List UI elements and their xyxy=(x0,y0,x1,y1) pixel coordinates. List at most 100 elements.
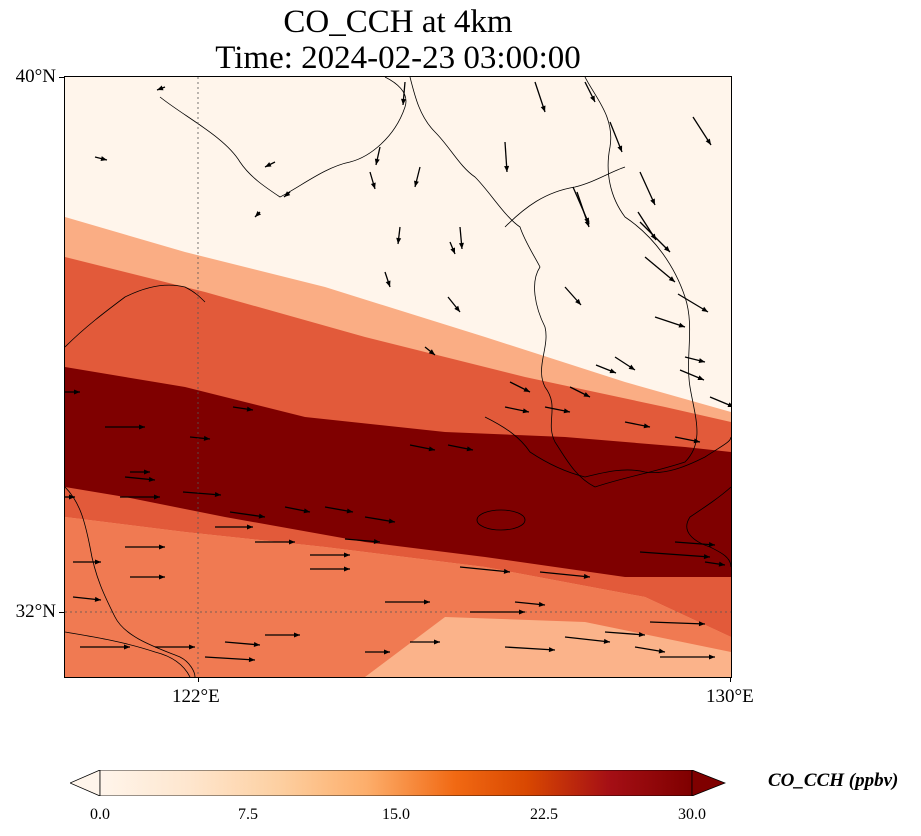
wind-arrow-head xyxy=(124,644,130,650)
wind-arrow-head xyxy=(650,233,656,240)
lon-tick-122 xyxy=(198,677,199,682)
wind-arrow-shaft xyxy=(604,631,646,636)
wind-arrow-head xyxy=(504,165,510,172)
wind-arrow-head xyxy=(434,639,440,645)
wind-arrow-head xyxy=(458,242,464,249)
colorbar-extend-max xyxy=(691,770,726,796)
wind-arrow-head xyxy=(522,408,529,414)
wind-arrow-head xyxy=(575,298,581,305)
wind-arrow-head xyxy=(203,435,210,441)
wind-arrow-head xyxy=(650,198,655,205)
lon-label-122: 122°E xyxy=(172,686,220,707)
wind-arrow-shaft xyxy=(204,656,256,661)
wind-arrow-head xyxy=(258,513,265,519)
wind-arrow-head xyxy=(247,524,253,530)
wind-arrow-head xyxy=(519,609,525,615)
colorbar-tick-2: 15.0 xyxy=(382,806,410,823)
korea-peninsula-coast xyxy=(584,77,698,488)
wind-arrow-head xyxy=(523,387,530,392)
wind-arrow-head xyxy=(603,638,610,644)
wind-arrow-head xyxy=(303,508,310,514)
wind-arrow-shaft xyxy=(639,551,711,558)
lat-tick-32 xyxy=(59,612,64,613)
wind-arrow-head xyxy=(289,539,295,545)
colorbar xyxy=(70,770,726,796)
wind-arrow-head xyxy=(139,424,145,430)
wind-arrow-head xyxy=(189,644,195,650)
map-area xyxy=(65,77,731,677)
map-subtitle-time: Time: 2024-02-23 03:00:00 xyxy=(215,40,581,76)
wind-arrow-shaft xyxy=(639,221,671,253)
wind-arrow-head xyxy=(94,596,101,602)
lon-tick-130 xyxy=(730,677,731,682)
wind-arrow-head xyxy=(69,494,75,500)
wind-arrow-head xyxy=(248,657,255,663)
wind-arrow-head xyxy=(214,492,221,498)
yangtze-estuary xyxy=(65,631,191,677)
colorbar-tick-4: 30.0 xyxy=(678,806,706,823)
wind-arrow-head xyxy=(678,322,685,328)
wind-arrow-head xyxy=(708,542,715,548)
colorbar-tick-1: 7.5 xyxy=(238,806,258,823)
south-korea-south-coast xyxy=(484,416,731,478)
wind-arrow-head xyxy=(643,423,650,429)
wind-vectors xyxy=(65,81,731,663)
co-plume-south-light xyxy=(365,617,731,677)
wind-arrow-head xyxy=(396,237,402,244)
wind-arrow-shaft xyxy=(674,541,716,546)
china-shandong-coast xyxy=(65,284,206,348)
wind-arrow-head xyxy=(159,544,165,550)
wind-arrow-head xyxy=(701,306,708,312)
wind-arrow-head xyxy=(727,402,731,407)
wind-arrow-head xyxy=(590,95,595,102)
wind-arrow-head xyxy=(144,469,150,475)
wind-arrow-head xyxy=(658,648,665,654)
wind-arrow-head xyxy=(548,647,555,653)
wind-arrow-head xyxy=(454,305,460,312)
wind-arrow-head xyxy=(294,632,300,638)
wind-arrow-head xyxy=(157,85,164,91)
wind-arrow-head xyxy=(718,561,725,567)
lat-tick-40 xyxy=(59,77,64,78)
wind-arrow-head xyxy=(424,599,430,605)
wind-arrow-head xyxy=(705,138,711,145)
coastlines xyxy=(65,77,731,677)
wind-arrow-head xyxy=(563,408,570,414)
wind-arrow-shaft xyxy=(576,191,590,228)
wind-arrow-shaft xyxy=(504,646,556,651)
wind-arrow-head xyxy=(370,182,376,189)
wind-arrow-head xyxy=(388,518,395,524)
wind-arrow-head xyxy=(698,358,705,363)
wind-arrow-head xyxy=(373,538,380,544)
wind-arrow-shaft xyxy=(564,636,611,643)
colorbar-tick-3: 22.5 xyxy=(530,806,558,823)
wind-arrow-head xyxy=(100,156,107,161)
wind-arrow-head xyxy=(503,568,510,574)
map-title: CO_CCH at 4km xyxy=(283,4,513,40)
wind-arrow-head xyxy=(148,476,155,482)
wind-arrow-head xyxy=(668,276,675,282)
wind-arrow-head xyxy=(698,621,705,627)
wind-arrow-head xyxy=(344,552,350,558)
wind-arrow-shaft xyxy=(459,566,511,573)
wind-arrow-head xyxy=(617,145,623,152)
wind-arrow-shaft xyxy=(644,256,676,283)
wind-arrow-shaft xyxy=(639,171,656,206)
wind-arrow-head xyxy=(154,494,160,500)
wind-arrow-shaft xyxy=(182,491,222,496)
wind-arrow-head xyxy=(401,98,407,105)
wind-arrow-head xyxy=(450,247,455,254)
wind-arrow-head xyxy=(538,601,545,607)
china-jiangsu-coast xyxy=(65,486,196,677)
wind-arrow-head xyxy=(428,446,435,452)
co-plume-core xyxy=(65,367,731,577)
kyushu-coast xyxy=(686,486,731,568)
wind-arrow-head xyxy=(697,375,704,380)
wind-arrow-head xyxy=(95,559,101,565)
wind-arrow-head xyxy=(583,573,590,579)
lon-label-130: 130°E xyxy=(706,686,754,707)
wind-arrow-head xyxy=(374,158,380,165)
liaodong-coast xyxy=(159,77,407,198)
wind-arrow-shaft xyxy=(539,571,591,578)
north-korea-west-coast xyxy=(409,77,596,488)
